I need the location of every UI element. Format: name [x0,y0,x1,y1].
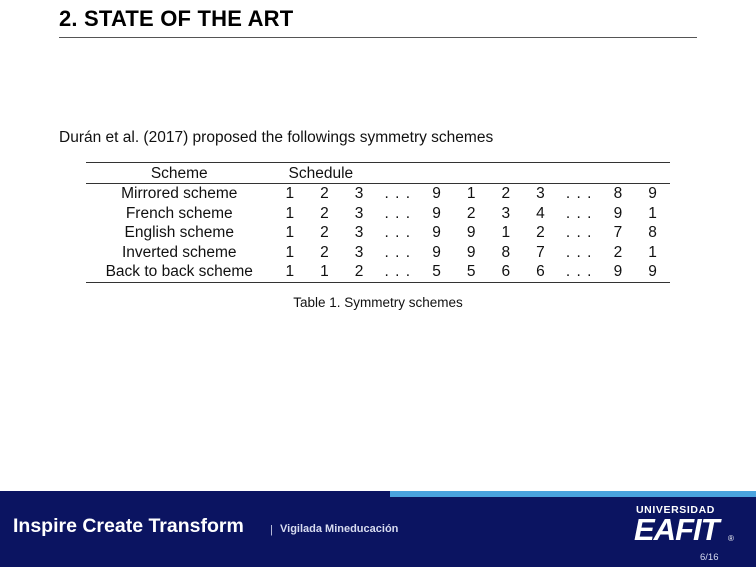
schedule-cell: 9 [613,204,623,222]
schedule-cell: 1 [307,262,342,283]
schedule-cell: 3 [354,204,364,222]
schedule-cell: 9 [432,204,441,222]
schedule-cell: 7 [536,243,545,261]
symmetry-schemes-table: Scheme Schedule Mirrored scheme 1 2 3. . .9… [86,162,670,283]
schedule-cell: . . . [384,185,412,202]
slide-title: 2. STATE OF THE ART [59,6,294,31]
schedule-cell: 9 [600,262,636,283]
footer-vigilada: Vigilada Mineducación [280,523,399,535]
schedule-cell: . . . [565,224,593,242]
schedule-cell: 8 [613,185,623,202]
schedule-cell: 1 [285,243,295,261]
schedule-cell: 1 [466,185,476,202]
schedule-cell: 9 [432,243,441,261]
schedule-cell: 3 [354,243,364,261]
schedule-cell: . . . [376,262,420,283]
schedule-cell: 1 [285,224,295,242]
schedule-cell: 5 [419,262,454,283]
schedule-cell: 8 [501,243,511,261]
table-header-row: Scheme Schedule [86,162,670,184]
schedule-cell: . . . [557,262,601,283]
schedule-cell: 2 [501,185,511,202]
intro-text: Durán et al. (2017) proposed the followi… [59,129,494,146]
header-schedule: Schedule [272,162,670,184]
scheme-name-cell: Back to back scheme [86,262,273,283]
schedule-cell: 3 [354,185,364,202]
table-row: English scheme 1 2 3 . . . 9 9 1 2 . . . 7 8 [86,223,670,243]
footer-separator: | [270,524,273,536]
schedule-cell: 1 [285,204,295,222]
schedule-cell: 2 [613,243,623,261]
eafit-logo: UNIVERSIDAD EAFIT ® [632,502,742,550]
schedule-cell: 2 [320,224,329,242]
schedule-cell: 5 [453,262,489,283]
schedule-cell: 9 [432,224,441,242]
schedule-cell: 3 [536,185,545,202]
table-row: French scheme 1 2 3 . . . 9 2 3 4 . . . 9 1 [86,204,670,224]
schedule-cell: 1 [648,243,657,261]
table-row: Inverted scheme 1 2 3 . . . 9 9 8 7 . . . 2 1 [86,243,670,263]
schedule-cell: 1 [648,204,657,222]
table-row: Mirrored scheme 1 2 3 . . . 9 1 2 3 . . . 8 9 [86,184,670,204]
schedule-cell: 1 [285,185,295,202]
schedule-cell: 2 [320,204,329,222]
scheme-name-cell: English scheme [124,224,234,242]
schedule-cell: 6 [523,262,558,283]
scheme-name-cell: French scheme [125,204,233,222]
schedule-cell: 9 [466,224,476,242]
schedule-cell: 9 [635,262,670,283]
footer-motto: Inspire Create Transform [13,515,244,537]
schedule-cell: . . . [565,204,593,222]
header-scheme: Scheme [86,162,273,184]
schedule-cell: 8 [648,224,657,242]
schedule-cell: 2 [536,224,545,242]
schedule-cell: 6 [488,262,524,283]
scheme-name-cell: Mirrored scheme [121,185,238,202]
schedule-cell: 1 [501,224,511,242]
schedule-cell: 1 [272,262,308,283]
schedule-cell: 2 [320,243,329,261]
schedule-cell: . . . [384,204,412,222]
schedule-cell: 2 [320,185,329,202]
logo-registered-mark: ® [728,534,734,543]
logo-eafit-text: EAFIT [634,512,720,547]
schedule-cell: . . . [565,243,593,261]
table-caption: Table 1. Symmetry schemes [293,295,463,310]
schedule-cell: 9 [466,243,476,261]
title-divider [59,37,697,38]
symmetry-table-container: Scheme Schedule Mirrored scheme 1 2 3. . .9… [86,162,670,283]
logo-university-text: UNIVERSIDAD [636,504,715,516]
schedule-cell: 4 [536,204,545,222]
schedule-cell: 9 [648,185,657,202]
schedule-cell: . . . [565,185,593,202]
schedule-cell: 3 [354,224,364,242]
footer-bar [0,491,756,567]
scheme-name-cell: Inverted scheme [121,243,237,261]
schedule-cell: 2 [466,204,476,222]
footer-accent-stripe [390,491,756,497]
page-number: 6/16 [700,552,719,563]
schedule-cell: 2 [341,262,377,283]
schedule-cell: . . . [384,224,412,242]
schedule-cell: 9 [432,185,441,202]
schedule-cell: 3 [501,204,511,222]
schedule-cell: 7 [613,224,623,242]
schedule-cell: . . . [384,243,412,261]
